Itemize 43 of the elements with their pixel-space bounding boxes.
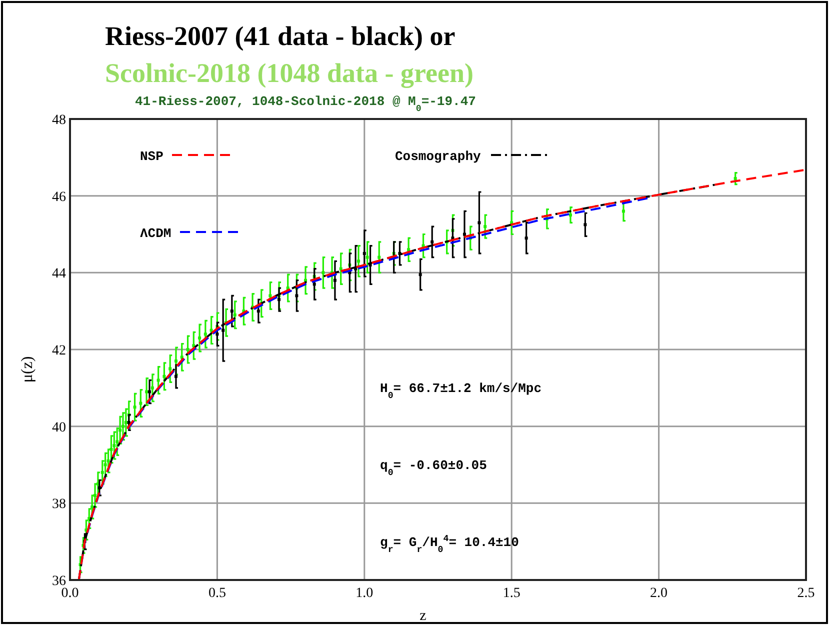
x-tick-label: 0.0	[61, 586, 79, 601]
point	[418, 273, 422, 276]
chart-subtitle: Scolnic-2018 (1048 data - green)	[105, 58, 474, 88]
point	[174, 374, 178, 378]
x-tick-label: 2.5	[797, 586, 815, 601]
point	[148, 390, 151, 394]
y-tick-label: 44	[52, 266, 66, 282]
y-tick-label: 46	[52, 190, 66, 205]
point	[127, 420, 130, 424]
x-tick-label: 1.0	[356, 586, 374, 601]
legend-label: Cosmography	[395, 149, 482, 164]
point	[222, 328, 225, 332]
text: 41-Riess-2007, 1048-Scolnic-2018 @ M$_{0}$=-19.47	[135, 94, 476, 114]
x-tick-label: 0.5	[208, 586, 226, 601]
y-tick-label: 40	[52, 420, 66, 436]
y-tick-label: 48	[52, 113, 66, 128]
y-tick-label: 38	[52, 497, 66, 512]
y-tick-label: 42	[52, 344, 66, 358]
y-axis-title: μ(z)	[19, 356, 36, 383]
chart-title: Riess-2007 (41 data - black) or	[105, 21, 456, 51]
point	[333, 278, 336, 282]
point	[256, 310, 260, 313]
annotation: g$_{r}$= G$_{r}$/H$_{0}$$^{4}$= 10.4±10	[380, 532, 520, 554]
point	[524, 236, 528, 240]
annotation: q$_{0}$= -0.60±0.05	[380, 458, 488, 478]
annotation: H$_{0}$= 66.7±1.2 km/s/Mpc	[380, 381, 542, 400]
point	[230, 310, 234, 313]
x-tick-label: 2.0	[650, 586, 668, 601]
point	[478, 221, 481, 224]
point	[362, 252, 366, 255]
point	[216, 332, 219, 336]
legend-label: ΛCDM	[140, 226, 172, 241]
y-tick-label: 36	[52, 574, 66, 589]
x-tick-label: 1.5	[502, 586, 520, 601]
point	[295, 294, 298, 298]
point	[462, 232, 466, 236]
point	[312, 282, 316, 286]
point	[584, 223, 587, 226]
x-axis-title: z	[420, 608, 427, 624]
point	[430, 240, 434, 244]
point	[278, 298, 281, 302]
legend-label: NSP	[140, 149, 164, 164]
point	[398, 252, 402, 255]
